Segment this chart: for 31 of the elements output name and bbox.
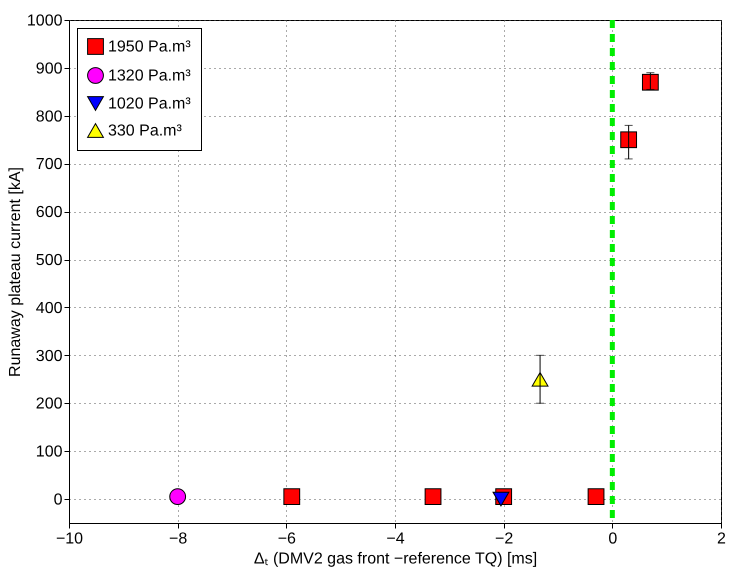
y-tick-label: 500 [36,252,63,270]
y-tick-label: 1000 [26,12,63,30]
point [620,131,638,148]
x-tick-label: −4 [386,530,405,548]
x-tick-label: −2 [495,530,514,548]
y-tick-label: 400 [36,300,63,317]
point [588,488,604,506]
x-axis-title: Δₜ (DMV2 gas front −reference TQ) [ms] [254,550,538,568]
point [283,488,300,506]
point [424,488,442,506]
y-tick-label: 900 [36,60,63,78]
x-tick-label: 0 [608,530,618,548]
x-tick-label: −10 [56,530,84,548]
y-tick-label: 200 [36,396,63,413]
legend-label: 1950 Pa.m³ [108,38,192,56]
y-tick-label: 700 [36,156,63,174]
point [492,492,510,506]
y-tick-label: 0 [54,492,63,509]
x-tick-label: 2 [717,530,726,548]
legend-label: 330 Pa.m³ [108,122,182,140]
y-tick-label: 300 [36,348,63,365]
y-tick-label: 800 [36,108,63,126]
y-axis-title: Runaway plateau current [kA] [6,167,24,377]
legend-label: 1320 Pa.m³ [108,68,192,84]
point [169,488,186,506]
point [642,74,659,91]
x-tick-label: −8 [169,530,188,548]
y-tick-label: 600 [36,204,63,222]
x-tick-label: −6 [278,530,296,548]
legend-label: 1020 Pa.m³ [108,96,192,112]
y-tick-label: 100 [36,444,63,461]
